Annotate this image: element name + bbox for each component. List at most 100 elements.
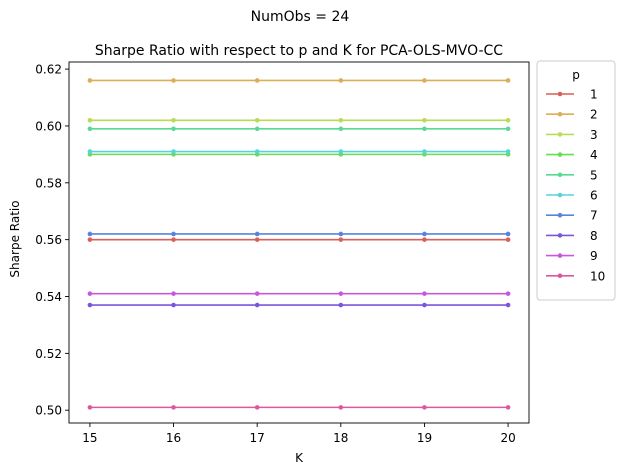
data-point [171, 237, 176, 242]
legend-label: 3 [590, 128, 598, 142]
data-point [171, 231, 176, 237]
x-tick-label: 18 [333, 431, 348, 445]
legend-items: 1 2 3 4 5 6 7 8 9 10 [546, 88, 605, 283]
legend-item: 3 [546, 128, 598, 142]
data-point [254, 231, 260, 237]
data-point [422, 237, 427, 242]
y-tick-label: 0.60 [35, 119, 62, 133]
legend-item: 5 [546, 168, 598, 182]
data-point [87, 302, 93, 308]
plot-frame [68, 61, 530, 424]
y-tick-label: 0.50 [35, 404, 62, 418]
legend-item: 10 [546, 269, 605, 283]
series-p6 [87, 149, 511, 154]
data-point [422, 291, 427, 296]
data-point [87, 117, 93, 123]
y-tick-label: 0.58 [35, 176, 62, 190]
data-point [338, 78, 344, 83]
data-point [505, 231, 511, 237]
data-point [254, 237, 260, 242]
data-point [422, 302, 427, 308]
legend-label: 8 [590, 229, 598, 243]
data-point [87, 237, 93, 242]
data-point [171, 405, 176, 410]
data-point [254, 291, 260, 296]
data-point [171, 291, 176, 296]
legend-swatch-marker [557, 253, 563, 258]
y-tick-label: 0.52 [35, 347, 62, 361]
series-p10 [87, 405, 511, 410]
data-point [171, 78, 176, 83]
legend-label: 2 [590, 108, 598, 122]
series-p5 [87, 126, 511, 132]
data-point [338, 291, 344, 296]
legend-item: 1 [546, 88, 598, 102]
data-point [422, 126, 427, 132]
data-point [338, 237, 344, 242]
data-point [254, 78, 260, 83]
legend-label: 9 [590, 249, 598, 263]
x-tick-label: 15 [82, 431, 97, 445]
data-point [505, 78, 511, 83]
series-p1 [87, 237, 511, 242]
data-point [505, 149, 511, 154]
data-point [338, 149, 344, 154]
data-point [254, 117, 260, 123]
y-tick-label: 0.56 [35, 233, 62, 247]
data-point [505, 291, 511, 296]
data-point [422, 117, 427, 123]
legend-swatch-marker [557, 233, 563, 238]
data-point [254, 302, 260, 308]
ticks-layer: 15 16 17 18 19 20 0.50 0.52 0.54 0.56 0.58 0.60 0.62 [35, 63, 515, 445]
data-point [87, 405, 93, 410]
legend-item: 4 [546, 148, 598, 162]
data-point [87, 126, 93, 132]
legend-label: 10 [590, 269, 605, 283]
series-p4 [87, 152, 511, 157]
legend-swatch-marker [557, 111, 563, 117]
series-p2 [87, 78, 511, 83]
chart-title: Sharpe Ratio with respect to p and K for… [95, 43, 503, 59]
data-point [422, 78, 427, 83]
x-tick-label: 17 [250, 431, 265, 445]
data-point [171, 149, 176, 154]
legend-swatch-marker [557, 273, 563, 279]
legend-item: 9 [546, 249, 598, 263]
legend-title: p [572, 68, 580, 82]
data-point [171, 117, 176, 123]
data-point [87, 78, 93, 83]
legend-item: 2 [546, 108, 598, 122]
legend-item: 8 [546, 229, 598, 243]
data-point [422, 231, 427, 237]
data-point [254, 126, 260, 132]
data-point [505, 117, 511, 123]
legend-swatch-marker [557, 192, 563, 198]
x-tick-label: 19 [417, 431, 432, 445]
y-tick-label: 0.62 [35, 63, 62, 77]
data-point [338, 126, 344, 132]
legend-swatch-marker [557, 91, 563, 97]
x-tick-label: 16 [166, 431, 181, 445]
data-point [505, 302, 511, 308]
data-point [505, 405, 511, 410]
series-layer [87, 78, 511, 410]
series-p8 [87, 302, 511, 308]
data-point [87, 231, 93, 237]
legend-label: 6 [590, 189, 598, 203]
legend-label: 7 [590, 209, 598, 223]
legend-swatch-marker [557, 212, 563, 218]
legend-swatch-marker [557, 152, 563, 157]
data-point [338, 302, 344, 308]
series-p7 [87, 231, 511, 237]
data-point [254, 405, 260, 410]
data-point [87, 291, 93, 296]
data-point [87, 149, 93, 154]
legend-label: 1 [590, 88, 598, 102]
legend-label: 4 [590, 148, 598, 162]
x-tick-label: 20 [500, 431, 515, 445]
data-point [171, 126, 176, 132]
data-point [422, 405, 427, 410]
data-point [338, 117, 344, 123]
legend-item: 7 [546, 209, 598, 223]
